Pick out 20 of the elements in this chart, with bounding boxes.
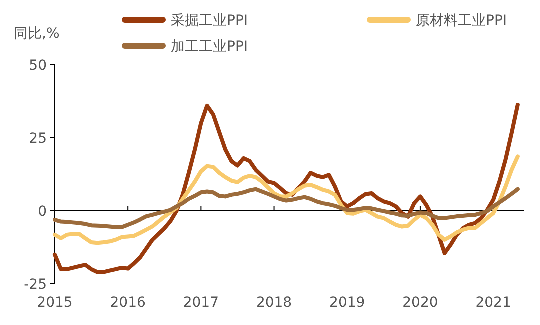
y-tick-label: -25 <box>24 277 47 293</box>
line-series <box>53 187 520 230</box>
y-tick-label: 50 <box>29 58 47 74</box>
y-tick-label: 25 <box>29 131 47 147</box>
legend-item: 原材料工业PPI <box>367 13 508 29</box>
x-tick-label: 2020 <box>402 295 438 311</box>
legend-label: 采掘工业PPI <box>171 13 248 29</box>
x-tick-label: 2021 <box>476 295 512 311</box>
x-tick-label: 2019 <box>330 295 366 311</box>
legend-label: 原材料工业PPI <box>416 13 508 29</box>
x-tick-label: 2017 <box>183 295 219 311</box>
y-tick-label: 0 <box>38 204 47 220</box>
x-tick-label: 2018 <box>256 295 292 311</box>
legend-item: 加工工业PPI <box>122 39 248 55</box>
y-axis-title: 同比,% <box>14 26 60 42</box>
line-series <box>53 154 520 246</box>
legend-label: 加工工业PPI <box>171 39 248 55</box>
legend-item: 采掘工业PPI <box>122 13 248 29</box>
x-tick-label: 2016 <box>110 295 146 311</box>
x-tick-label: 2015 <box>37 295 73 311</box>
